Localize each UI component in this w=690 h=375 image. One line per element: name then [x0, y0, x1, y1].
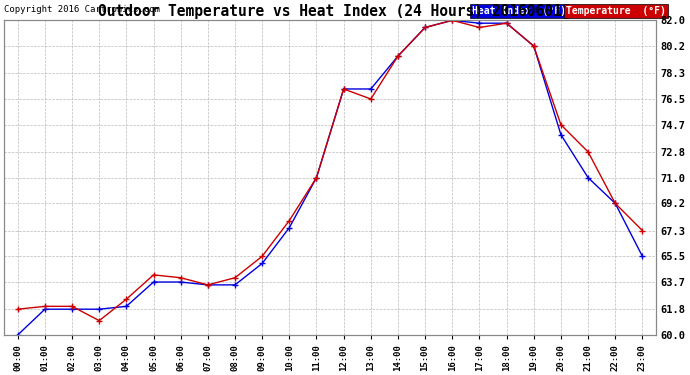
Text: Copyright 2016 Cartronics.com: Copyright 2016 Cartronics.com [4, 5, 160, 14]
Text: Temperature  (°F): Temperature (°F) [566, 6, 666, 16]
Title: Outdoor Temperature vs Heat Index (24 Hours) 20160601: Outdoor Temperature vs Heat Index (24 Ho… [98, 4, 562, 19]
Text: Heat Index  (°F): Heat Index (°F) [472, 6, 566, 16]
